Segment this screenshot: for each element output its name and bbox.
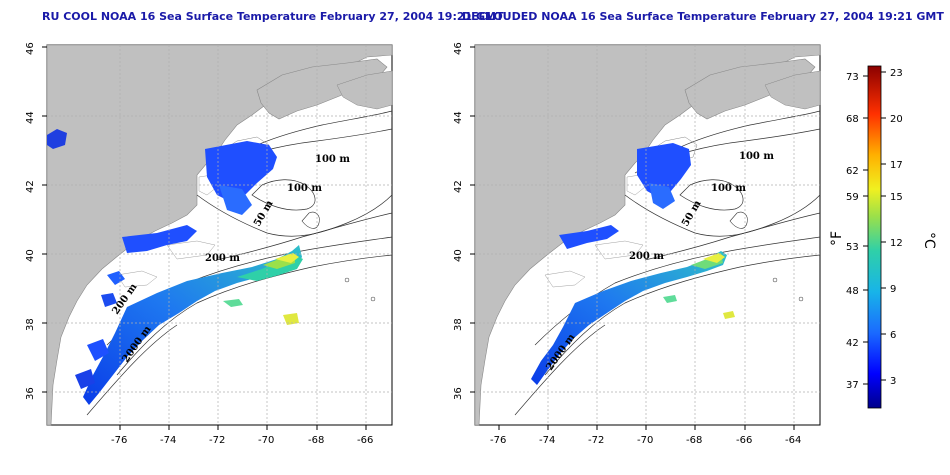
right-lon-tick: -72 xyxy=(588,435,604,446)
right-lon-tick: -74 xyxy=(539,435,555,446)
left-lon-tick: -72 xyxy=(209,435,225,446)
celsius-tick: 23 xyxy=(890,68,903,79)
right-lat-tick: 38 xyxy=(453,318,464,331)
right-lon-tick: -66 xyxy=(736,435,752,446)
right-contour-label-0: 100 m xyxy=(739,151,774,162)
fahrenheit-tick: 62 xyxy=(846,166,859,177)
left-lat-tick: 44 xyxy=(25,111,36,124)
celsius-tick: 20 xyxy=(890,114,903,125)
colorbar-celsius-ticks: 23 20 17 15 12 9 6 3 xyxy=(881,68,903,387)
fahrenheit-tick: 53 xyxy=(846,242,859,253)
right-map-panel: 100 m 100 m 50 m 200 m 2000 m -76 -74 -7… xyxy=(453,42,821,446)
right-x-axis-ticks: -76 -74 -72 -70 -68 -66 -64 xyxy=(490,425,801,446)
right-contour-label-1: 100 m xyxy=(711,183,746,194)
left-contour-label-1: 100 m xyxy=(287,183,322,194)
celsius-tick: 3 xyxy=(890,376,896,387)
left-lon-tick: -76 xyxy=(111,435,127,446)
colorbar-gradient xyxy=(867,65,882,409)
right-map-title: DECLOUDED NOAA 16 Sea Surface Temperatur… xyxy=(462,10,944,23)
left-lon-tick: -66 xyxy=(357,435,373,446)
left-grid xyxy=(47,45,392,425)
celsius-tick: 12 xyxy=(890,238,903,249)
right-grid xyxy=(475,45,820,425)
left-x-axis-ticks: -76 -74 -72 -70 -68 -66 xyxy=(111,425,373,446)
right-lat-tick: 46 xyxy=(453,42,464,55)
celsius-unit-label: °C xyxy=(921,232,937,249)
left-map-panel: 100 m 100 m 50 m 200 m 2000 m 200 m -76 … xyxy=(25,42,393,446)
celsius-tick: 15 xyxy=(890,192,903,203)
right-lon-tick: -64 xyxy=(785,435,801,446)
colorbar-fahrenheit-ticks: 73 68 62 59 53 48 42 37 xyxy=(846,72,868,391)
left-contour-label-3: 200 m xyxy=(205,253,240,264)
left-contour-label-0: 100 m xyxy=(315,154,350,165)
celsius-tick: 6 xyxy=(890,330,896,341)
right-lat-tick: 40 xyxy=(453,249,464,262)
left-lon-tick: -70 xyxy=(258,435,274,446)
left-map-title: RU COOL NOAA 16 Sea Surface Temperature … xyxy=(42,10,504,23)
colorbar: 73 68 62 59 53 48 42 37 23 20 17 15 12 9… xyxy=(829,65,937,409)
celsius-tick: 17 xyxy=(890,160,903,171)
right-contour-label-3: 200 m xyxy=(629,251,664,262)
left-lat-tick: 38 xyxy=(25,318,36,331)
fahrenheit-tick: 68 xyxy=(846,114,859,125)
right-lat-tick: 36 xyxy=(453,387,464,400)
fahrenheit-tick: 59 xyxy=(846,192,859,203)
right-lon-tick: -76 xyxy=(490,435,506,446)
left-lon-tick: -68 xyxy=(308,435,324,446)
left-lat-tick: 46 xyxy=(25,42,36,55)
right-lat-tick: 44 xyxy=(453,111,464,124)
fahrenheit-tick: 48 xyxy=(846,286,859,297)
left-y-axis-ticks: 46 44 42 40 38 36 xyxy=(25,42,47,400)
left-lat-tick: 36 xyxy=(25,387,36,400)
right-y-axis-ticks: 46 44 42 40 38 36 xyxy=(453,42,475,400)
left-lat-tick: 42 xyxy=(25,180,36,193)
fahrenheit-unit-label: °F xyxy=(829,231,845,246)
celsius-tick: 9 xyxy=(890,284,896,295)
right-lon-tick: -70 xyxy=(637,435,653,446)
fahrenheit-tick: 73 xyxy=(846,72,859,83)
fahrenheit-tick: 42 xyxy=(846,338,859,349)
right-lon-tick: -68 xyxy=(686,435,702,446)
left-lon-tick: -74 xyxy=(160,435,176,446)
left-lat-tick: 40 xyxy=(25,249,36,262)
right-lat-tick: 42 xyxy=(453,180,464,193)
fahrenheit-tick: 37 xyxy=(846,380,859,391)
